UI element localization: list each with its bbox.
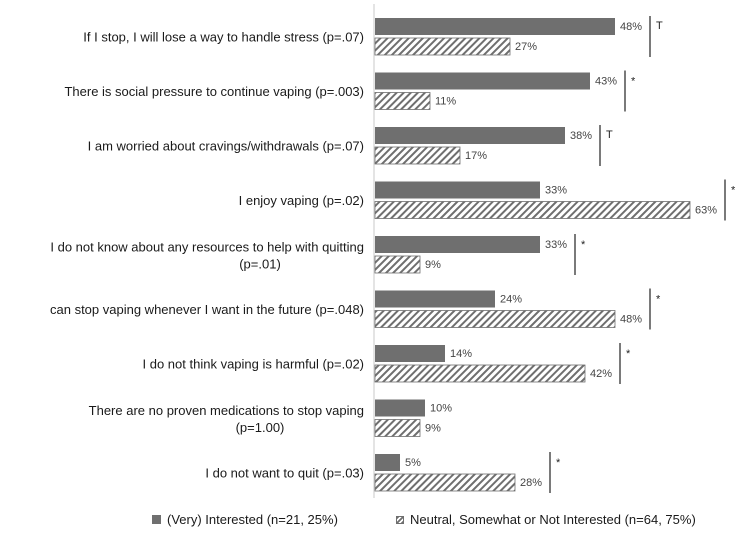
category-label: If I stop, I will lose a way to handle s…: [83, 30, 364, 45]
category-label: I do not know about any resources to hel…: [50, 240, 364, 272]
bar-not-interested: [374, 419, 421, 437]
bar-not-interested: [374, 364, 586, 383]
value-label-interested: 48%: [620, 21, 642, 33]
bar-not-interested: [374, 146, 461, 165]
bar-not-interested: [374, 473, 516, 492]
legend-swatch-hatched: [396, 515, 404, 524]
value-label-not-interested: 48%: [620, 314, 642, 326]
significance-mark: *: [626, 348, 631, 360]
value-label-interested: 33%: [545, 239, 567, 251]
significance-mark: *: [731, 185, 736, 197]
value-label-not-interested: 28%: [520, 477, 542, 489]
category-label: There is social pressure to continue vap…: [64, 84, 364, 99]
bar-interested: [375, 18, 615, 35]
value-label-not-interested: 63%: [695, 205, 717, 217]
value-label-not-interested: 9%: [425, 259, 441, 271]
significance-mark: T: [656, 20, 663, 32]
category-label: I do not think vaping is harmful (p=.02): [143, 357, 364, 372]
legend: (Very) Interested (n=21, 25%) Neutral, S…: [0, 512, 755, 532]
bar-not-interested: [374, 255, 421, 274]
legend-item-not-interested: Neutral, Somewhat or Not Interested (n=6…: [396, 512, 696, 527]
value-label-interested: 5%: [405, 457, 421, 469]
legend-item-interested: (Very) Interested (n=21, 25%): [152, 512, 338, 527]
significance-mark: T: [606, 129, 613, 141]
bar-not-interested: [374, 201, 691, 219]
bar-interested: [375, 236, 540, 253]
value-label-interested: 43%: [595, 76, 617, 88]
legend-label-interested: (Very) Interested (n=21, 25%): [167, 512, 338, 527]
value-label-not-interested: 9%: [425, 423, 441, 435]
category-label: There are no proven medications to stop …: [89, 403, 364, 435]
significance-mark: *: [581, 239, 586, 251]
bar-interested: [375, 454, 400, 471]
value-label-interested: 10%: [430, 403, 452, 415]
bar-interested: [375, 181, 540, 199]
category-label: can stop vaping whenever I want in the f…: [50, 302, 364, 317]
value-label-interested: 33%: [545, 185, 567, 197]
significance-mark: *: [656, 294, 661, 306]
value-label-not-interested: 27%: [515, 41, 537, 53]
value-label-interested: 14%: [450, 348, 472, 360]
value-label-interested: 24%: [500, 294, 522, 306]
bar-not-interested: [374, 310, 616, 328]
category-label: I am worried about cravings/withdrawals …: [88, 139, 364, 154]
bar-interested: [375, 399, 425, 417]
category-label: I do not want to quit (p=.03): [205, 466, 364, 481]
value-label-not-interested: 17%: [465, 150, 487, 162]
value-label-not-interested: 42%: [590, 368, 612, 380]
significance-mark: *: [556, 457, 561, 469]
significance-mark: *: [631, 76, 636, 88]
bar-chart: If I stop, I will lose a way to handle s…: [50, 4, 736, 498]
bar-not-interested: [374, 92, 431, 110]
bar-interested: [375, 345, 445, 362]
bar-interested: [375, 290, 495, 308]
legend-swatch-solid: [152, 515, 161, 524]
value-label-interested: 38%: [570, 130, 592, 142]
category-label: I enjoy vaping (p=.02): [239, 193, 364, 208]
legend-label-not-interested: Neutral, Somewhat or Not Interested (n=6…: [410, 512, 696, 527]
bar-not-interested: [374, 37, 511, 56]
bar-interested: [375, 127, 565, 144]
bar-interested: [375, 72, 590, 90]
value-label-not-interested: 11%: [435, 96, 456, 108]
